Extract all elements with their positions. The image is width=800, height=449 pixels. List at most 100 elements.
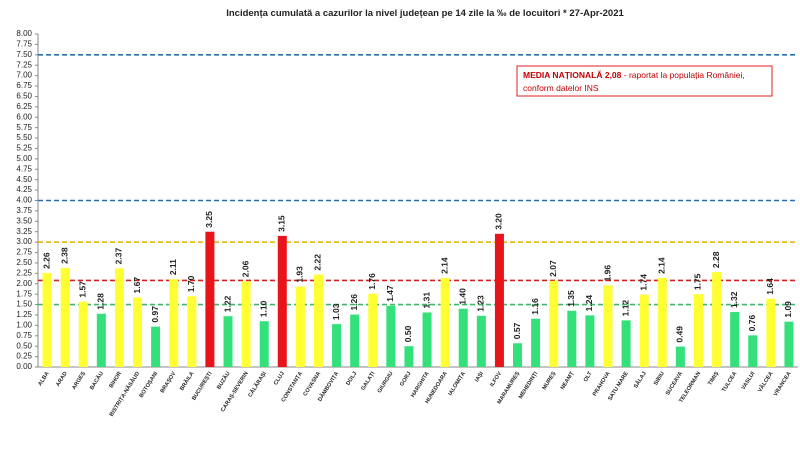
bar (712, 272, 722, 367)
x-tick-label: CĂLĂRAȘI (247, 370, 268, 399)
bar (259, 321, 269, 367)
bar (476, 315, 486, 367)
value-label: 1.26 (349, 294, 359, 311)
value-label: 2.38 (59, 247, 69, 264)
y-tick-label: 2.50 (16, 258, 32, 267)
x-tick-label: GALAȚI (360, 371, 376, 392)
x-tick-label: VRANCEA (773, 371, 793, 398)
x-tick-label: NEAMȚ (560, 370, 576, 391)
value-label: 3.15 (277, 215, 287, 232)
value-label: 0.49 (675, 326, 685, 343)
y-tick-label: 6.50 (16, 92, 32, 101)
x-tick-label: VÂLCEA (756, 370, 774, 393)
value-label: 1.67 (132, 277, 142, 294)
value-label: 1.75 (693, 273, 703, 290)
y-tick-label: 5.50 (16, 133, 32, 142)
bar (730, 312, 740, 367)
bar (549, 280, 559, 367)
x-tick-label: COVASNA (302, 371, 322, 398)
bar (784, 321, 794, 367)
x-tick-label: DOLJ (345, 371, 358, 387)
value-label: 1.28 (96, 293, 106, 310)
y-tick-label: 7.75 (16, 40, 32, 49)
value-label: 2.22 (313, 254, 323, 271)
y-tick-label: 6.25 (16, 102, 32, 111)
value-label: 3.25 (204, 211, 214, 228)
bar (223, 316, 233, 367)
x-tick-label: IAȘI (474, 371, 485, 384)
y-tick-label: 4.75 (16, 164, 32, 173)
x-tick-label: BUZĂU (215, 370, 231, 390)
y-tick-label: 0.75 (16, 331, 32, 340)
value-label: 1.64 (765, 278, 775, 295)
value-label: 0.50 (403, 325, 413, 342)
x-tick-label: BIHOR (108, 371, 123, 389)
annotation: conform datelor INS (523, 83, 599, 93)
bar (151, 326, 161, 367)
y-tick-label: 6.75 (16, 81, 32, 90)
value-label: 1.09 (783, 301, 793, 318)
x-tick-label: BRAȘOV (160, 371, 178, 395)
annotation-box (516, 65, 773, 97)
bar (675, 346, 685, 367)
bar (187, 296, 197, 367)
bar (404, 346, 414, 367)
x-tick-label: CLUJ (273, 371, 286, 387)
y-tick-label: 2.25 (16, 268, 32, 277)
bar (603, 285, 613, 367)
bar (295, 286, 305, 367)
bar (513, 343, 523, 367)
y-tick-label: 3.50 (16, 216, 32, 225)
x-tick-label: MEHEDINȚI (518, 371, 540, 401)
value-label: 0.57 (512, 322, 522, 339)
x-tick-label: PRAHOVA (592, 371, 612, 398)
value-label: 2.14 (439, 257, 449, 274)
value-label: 1.76 (367, 273, 377, 290)
value-label: 0.76 (747, 315, 757, 332)
value-label: 1.10 (258, 300, 268, 317)
x-tick-label: MUREȘ (542, 371, 558, 392)
value-label: 1.93 (295, 266, 305, 283)
y-tick-label: 3.00 (16, 237, 32, 246)
bar (693, 294, 703, 367)
value-label: 1.22 (222, 295, 232, 312)
value-label: 1.16 (530, 298, 540, 315)
x-tick-label: TIMIȘ (707, 371, 720, 387)
y-tick-label: 5.75 (16, 123, 32, 132)
y-tick-label: 1.25 (16, 310, 32, 319)
y-tick-label: 8.00 (16, 29, 32, 38)
x-tick-label: SĂLAJ (632, 370, 648, 389)
value-label: 1.03 (331, 303, 341, 320)
value-label: 1.35 (566, 290, 576, 307)
bar (169, 279, 179, 367)
y-tick-label: 0.00 (16, 362, 32, 371)
value-label: 2.28 (711, 251, 721, 268)
y-tick-label: 1.75 (16, 289, 32, 298)
bar (748, 335, 758, 367)
bar (422, 312, 432, 367)
y-tick-label: 5.00 (16, 154, 32, 163)
value-label: 1.23 (476, 295, 486, 312)
y-tick-label: 4.25 (16, 185, 32, 194)
value-label: 1.12 (620, 300, 630, 317)
bar (657, 277, 667, 367)
value-label: 1.31 (421, 292, 431, 309)
y-tick-label: 3.75 (16, 206, 32, 215)
value-label: 1.57 (77, 281, 87, 298)
value-label: 2.14 (657, 257, 667, 274)
y-tick-label: 3.25 (16, 227, 32, 236)
y-tick-label: 0.25 (16, 352, 32, 361)
value-label: 2.11 (168, 259, 178, 275)
bar (241, 281, 251, 367)
x-tick-label: ARGEȘ (71, 371, 87, 391)
bar (350, 314, 360, 367)
y-tick-label: 7.00 (16, 71, 32, 80)
x-tick-label: GIURGIU (377, 371, 395, 394)
bar (386, 305, 396, 367)
y-tick-label: 6.00 (16, 112, 32, 121)
x-tick-label: SIBIU (653, 371, 666, 387)
y-tick-label: 5.25 (16, 144, 32, 153)
x-tick-label: IALOMIȚA (448, 371, 467, 397)
y-tick-label: 4.00 (16, 196, 32, 205)
bar (114, 268, 124, 367)
